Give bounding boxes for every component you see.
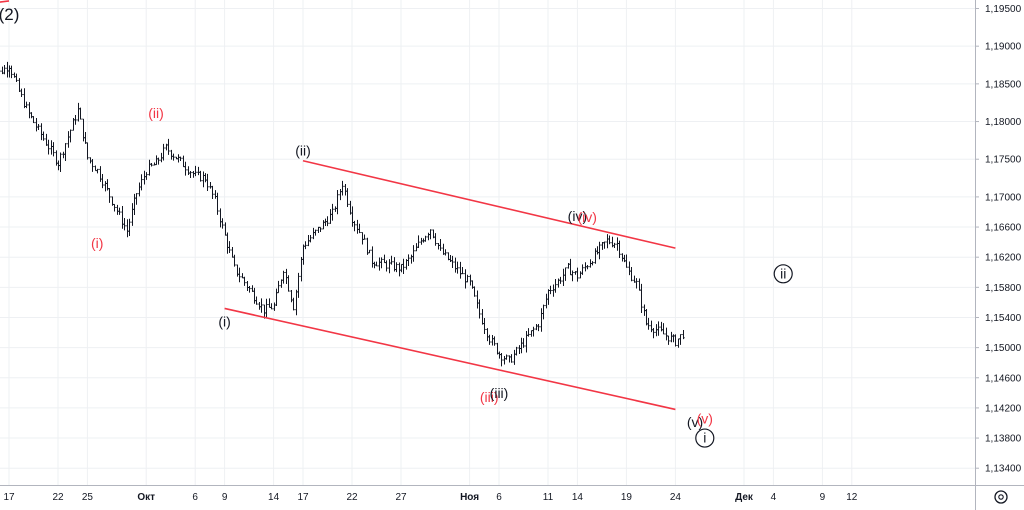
y-tick-label: 1,17500	[985, 155, 1022, 166]
x-tick-label: Дек	[735, 492, 754, 503]
x-tick-label: 17	[3, 492, 15, 503]
y-tick-label: 1,15400	[985, 313, 1022, 324]
y-tick-label: 1,17000	[985, 192, 1022, 203]
y-tick-label: 1,18000	[985, 117, 1022, 128]
wave-label: i	[703, 430, 706, 446]
y-tick-label: 1,13400	[985, 464, 1022, 475]
x-tick-label: Ноя	[460, 492, 479, 503]
trend-line	[224, 307, 676, 411]
y-tick-label: 1,15000	[985, 343, 1022, 354]
gear-icon[interactable]	[994, 490, 1008, 504]
wave-labels: (2) (ii) (i) (ii) (i) (iii)(iii) (iv)(iv) (v)(v…	[0, 5, 793, 448]
wave-label: (iv)	[568, 208, 587, 224]
x-tick-label: 22	[346, 492, 358, 503]
x-tick-label: 11	[543, 492, 554, 503]
wave-label: (iii)	[490, 385, 509, 401]
x-tick-label: 6	[192, 492, 198, 503]
wave-label: (i)	[218, 314, 230, 330]
time-axis[interactable]: 17 22 25 Окт 6 9 14 17 22 27 Ноя 6 11 14 19 24 Дек 4 9 12	[0, 485, 1024, 504]
trend-line	[0, 0, 10, 3]
y-tick-label: 1,19500	[985, 4, 1022, 15]
x-tick-label: 4	[771, 492, 777, 503]
y-tick-label: 1,13800	[985, 434, 1022, 445]
wave-label: (v)	[687, 414, 703, 430]
y-tick-label: 1,19000	[985, 42, 1022, 53]
x-tick-label: 12	[846, 492, 858, 503]
trend-line	[302, 159, 676, 249]
x-tick-label: 9	[820, 492, 826, 503]
x-tick-label: 6	[496, 492, 502, 503]
x-tick-label: Окт	[137, 492, 155, 503]
wave-label: (ii)	[148, 105, 164, 121]
y-tick-label: 1,15800	[985, 283, 1022, 294]
settings-button[interactable]	[994, 490, 1008, 504]
x-tick-label: 14	[268, 492, 280, 503]
x-tick-label: 17	[297, 492, 309, 503]
x-tick-label: 19	[621, 492, 633, 503]
x-tick-label: 22	[52, 492, 64, 503]
wave-circle	[695, 428, 715, 448]
y-tick-label: 1,16600	[985, 223, 1022, 234]
y-tick-label: 1,14200	[985, 403, 1022, 414]
wave-label: (i)	[91, 235, 103, 251]
price-bars	[0, 61, 685, 367]
x-tick-label: 9	[222, 492, 228, 503]
wave-label: (2)	[0, 5, 19, 24]
wave-circle	[773, 264, 793, 284]
wave-label: (iv)	[577, 209, 596, 225]
x-tick-label: 14	[572, 492, 584, 503]
trend-channel	[0, 0, 676, 411]
grid	[0, 0, 975, 485]
y-tick-label: 1,14600	[985, 373, 1022, 384]
wave-label: ii	[780, 265, 786, 281]
x-tick-label: 25	[82, 492, 94, 503]
wave-label: (ii)	[295, 142, 311, 158]
x-tick-label: 27	[395, 492, 407, 503]
wave-label: (v)	[697, 411, 713, 427]
x-tick-label: 24	[670, 492, 682, 503]
wave-label: (iii)	[480, 389, 499, 405]
gear-icon-center	[998, 494, 1004, 500]
price-axis[interactable]: 1,19500 1,19000 1,18500 1,18000 1,17500 1,170…	[975, 0, 1022, 510]
y-tick-label: 1,16200	[985, 253, 1022, 264]
y-tick-label: 1,18500	[985, 79, 1022, 90]
